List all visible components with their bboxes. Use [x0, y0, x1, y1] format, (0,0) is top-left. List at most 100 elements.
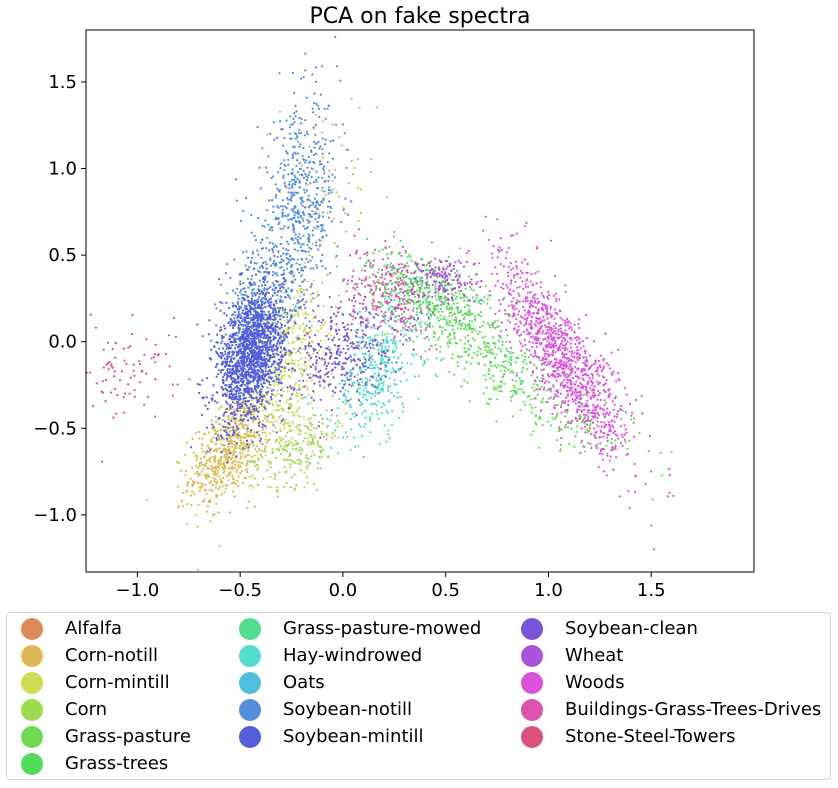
data-point — [332, 123, 335, 126]
data-point — [489, 377, 492, 380]
data-point — [305, 324, 308, 327]
data-point — [285, 443, 288, 446]
data-point — [262, 277, 265, 280]
data-point — [471, 312, 474, 315]
data-point — [294, 461, 297, 464]
data-point — [298, 327, 301, 330]
data-point — [461, 313, 464, 317]
data-point — [428, 302, 431, 305]
data-point — [276, 486, 279, 489]
data-point — [297, 462, 300, 465]
data-point — [264, 397, 267, 400]
data-point — [224, 483, 227, 487]
data-point — [246, 463, 249, 466]
data-point — [203, 498, 206, 501]
data-point — [248, 443, 251, 447]
data-point — [638, 431, 641, 435]
data-point — [488, 348, 491, 351]
data-point — [298, 179, 301, 182]
data-point — [415, 311, 419, 314]
data-point — [250, 256, 254, 259]
data-point — [241, 309, 245, 312]
data-point — [228, 511, 232, 514]
data-point — [299, 462, 302, 466]
data-point — [451, 278, 454, 282]
data-point — [285, 263, 288, 266]
data-point — [303, 363, 306, 366]
data-point — [227, 456, 230, 459]
data-point — [304, 206, 307, 209]
data-point — [262, 423, 265, 426]
data-point — [269, 332, 272, 335]
data-point — [299, 469, 302, 472]
data-point — [422, 300, 425, 303]
data-point — [240, 455, 243, 458]
data-point — [300, 117, 303, 120]
data-point — [222, 468, 225, 471]
data-point — [249, 431, 252, 434]
data-point — [257, 298, 260, 301]
data-point — [239, 471, 242, 475]
data-point — [358, 423, 361, 426]
data-point — [291, 331, 294, 334]
data-point — [214, 486, 217, 489]
data-point — [251, 441, 254, 444]
data-point — [219, 428, 222, 431]
data-point — [224, 333, 227, 336]
data-point — [394, 310, 397, 313]
data-point — [344, 399, 347, 402]
data-point — [387, 389, 390, 393]
data-point — [267, 359, 270, 362]
data-point — [259, 332, 262, 335]
data-point — [228, 390, 231, 393]
data-point — [293, 248, 296, 251]
data-point — [200, 484, 204, 487]
data-point — [196, 456, 199, 459]
data-point — [244, 264, 247, 267]
data-point — [211, 440, 214, 443]
data-point — [231, 456, 234, 459]
data-point — [222, 375, 225, 379]
data-point — [336, 452, 339, 455]
data-point — [250, 231, 253, 234]
data-point — [251, 435, 254, 438]
data-point — [218, 407, 221, 410]
data-point — [226, 410, 229, 413]
data-point — [480, 315, 483, 318]
data-point — [374, 304, 377, 307]
data-point — [244, 423, 247, 426]
data-point — [283, 225, 286, 228]
data-point — [387, 282, 390, 285]
data-point — [303, 213, 306, 217]
data-point — [241, 312, 244, 315]
data-point — [468, 310, 471, 313]
data-point — [261, 307, 264, 310]
data-point — [433, 314, 436, 317]
data-point — [206, 467, 209, 470]
data-point — [293, 132, 296, 135]
data-point — [296, 170, 299, 174]
data-point — [451, 353, 454, 356]
data-point — [448, 320, 452, 323]
data-point — [241, 356, 244, 359]
data-point — [248, 475, 251, 479]
data-point — [234, 178, 237, 181]
data-point — [347, 390, 350, 393]
data-point — [301, 204, 304, 207]
data-point — [305, 365, 308, 368]
data-point — [315, 244, 318, 247]
data-point — [316, 442, 319, 445]
data-point — [421, 281, 424, 284]
data-point — [263, 225, 266, 228]
data-point — [225, 452, 228, 456]
data-point — [279, 336, 283, 339]
data-point — [251, 405, 254, 408]
data-point — [236, 398, 239, 401]
data-point — [405, 378, 408, 381]
data-point — [197, 503, 200, 506]
data-point — [250, 439, 253, 442]
data-point — [291, 71, 294, 75]
data-point — [249, 410, 252, 413]
data-point — [318, 445, 321, 448]
data-point — [246, 506, 249, 509]
